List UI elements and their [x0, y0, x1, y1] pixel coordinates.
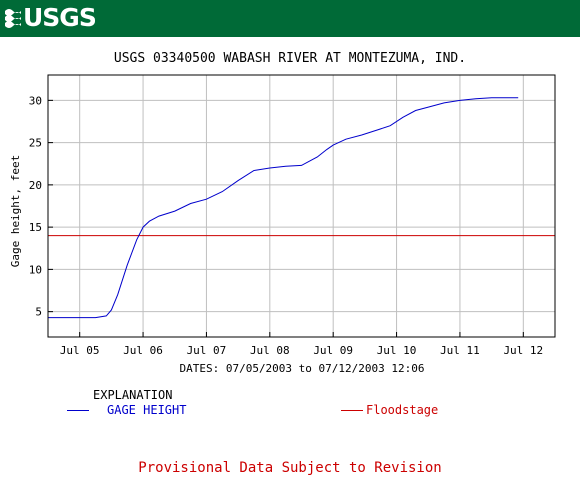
- series-layer: [48, 97, 519, 319]
- x-tick-label: Jul 05: [60, 344, 100, 357]
- legend-gage-swatch: [67, 410, 89, 411]
- y-tick-label: 30: [29, 94, 42, 107]
- x-tick-label: Jul 07: [187, 344, 227, 357]
- chart-title: USGS 03340500 WABASH RIVER AT MONTEZUMA,…: [114, 51, 466, 66]
- provisional-notice: Provisional Data Subject to Revision: [138, 460, 442, 476]
- grid-lines: [48, 75, 555, 337]
- gage-height-chart: USGS 03340500 WABASH RIVER AT MONTEZUMA,…: [9, 51, 556, 375]
- plot-frame: [47, 74, 556, 338]
- y-tick-label: 15: [29, 221, 42, 234]
- axis-ticks: Jul 05 Jul 06 Jul 07 Jul 08 Jul 09 Jul 10 Jul …: [29, 94, 543, 357]
- y-tick-label: 25: [29, 137, 42, 150]
- x-tick-label: Jul 08: [250, 344, 290, 357]
- x-tick-label: Jul 12: [503, 344, 543, 357]
- y-axis-label: Gage height, feet: [9, 155, 22, 268]
- usgs-logo[interactable]: USGS: [5, 3, 97, 32]
- usgs-wave-icon: [5, 9, 21, 28]
- x-tick-label: Jul 11: [440, 344, 480, 357]
- gage-height-line: [48, 97, 519, 319]
- y-tick-label: 20: [29, 179, 42, 192]
- explanation-title: EXPLANATION: [93, 388, 173, 402]
- usgs-banner: USGS: [0, 0, 580, 37]
- legend-floodstage-swatch: [341, 410, 363, 411]
- usgs-logo-text: USGS: [23, 3, 97, 32]
- legend-gage-label: GAGE HEIGHT: [107, 403, 187, 417]
- x-axis-label: DATES: 07/05/2003 to 07/12/2003 12:06: [179, 362, 424, 375]
- x-tick-label: Jul 09: [313, 344, 353, 357]
- banner-divider: [0, 37, 580, 39]
- y-tick-label: 10: [29, 263, 42, 276]
- x-tick-label: Jul 06: [123, 344, 163, 357]
- x-tick-label: Jul 10: [377, 344, 417, 357]
- y-tick-label: 5: [35, 306, 42, 319]
- legend-floodstage-label: Floodstage: [366, 403, 439, 417]
